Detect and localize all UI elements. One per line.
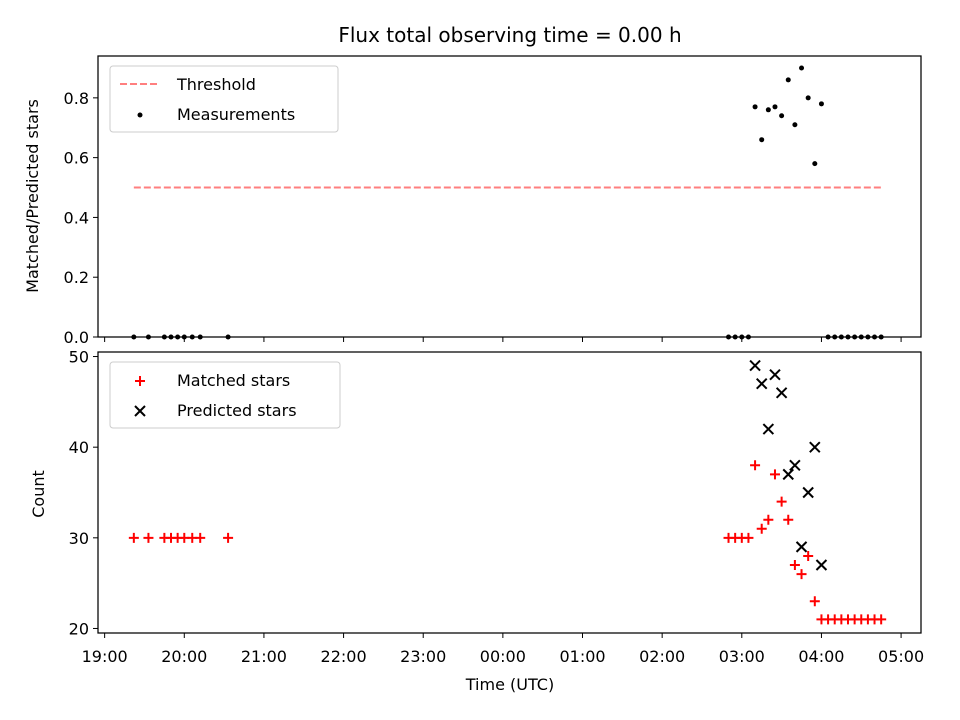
data-point — [795, 541, 808, 553]
data-point — [195, 532, 206, 543]
legend-frame — [109, 65, 339, 133]
data-point — [776, 496, 787, 507]
y-tick-label: 20 — [69, 619, 89, 638]
series-matched-stars — [128, 460, 887, 625]
data-point — [785, 77, 791, 83]
data-point — [783, 514, 794, 525]
legend-frame — [109, 361, 341, 429]
data-point — [128, 532, 139, 543]
data-point — [799, 65, 805, 71]
y-tick-label: 40 — [69, 438, 89, 457]
data-point — [756, 378, 768, 390]
data-point — [803, 550, 814, 561]
x-axis-label: Time (UTC) — [465, 675, 554, 694]
data-point — [775, 387, 788, 399]
data-point — [765, 107, 771, 113]
data-point — [223, 532, 234, 543]
y-tick-label: 0.6 — [64, 149, 89, 168]
data-point — [769, 469, 780, 480]
data-point — [772, 104, 778, 110]
data-point — [805, 95, 811, 101]
x-tick-label: 03:00 — [719, 647, 765, 666]
data-point — [779, 113, 785, 119]
data-point — [763, 514, 774, 525]
data-point — [802, 486, 814, 499]
data-point — [809, 596, 820, 607]
data-point — [789, 459, 801, 472]
data-point — [752, 104, 758, 110]
legend-label: Threshold — [176, 75, 256, 94]
data-point — [815, 559, 828, 571]
y-axis-label-count: Count — [29, 470, 48, 518]
y-tick-label: 50 — [69, 348, 89, 367]
x-tick-label: 01:00 — [559, 647, 605, 666]
data-point — [743, 532, 754, 543]
data-point — [789, 560, 800, 571]
legend: Matched stars Predicted stars — [109, 361, 341, 429]
legend-swatch — [137, 112, 143, 118]
x-tick-label: 19:00 — [82, 647, 128, 666]
x-tick-label: 22:00 — [321, 647, 367, 666]
data-point — [769, 368, 781, 381]
data-point — [143, 532, 154, 543]
y-tick-label: 0.8 — [64, 89, 89, 108]
legend-label: Predicted stars — [177, 401, 297, 420]
y-tick-label: 0.0 — [64, 328, 89, 347]
y-tick-label: 0.4 — [64, 208, 89, 227]
x-tick-label: 23:00 — [400, 647, 446, 666]
legend-swatch — [134, 405, 146, 417]
ratio-panel: 0.0 0.2 0.4 0.6 0.8 Threshold Measurements — [64, 55, 922, 347]
data-point — [876, 614, 887, 625]
legend: Threshold Measurements — [109, 65, 339, 133]
data-point — [756, 523, 767, 534]
x-tick-label: 21:00 — [241, 647, 287, 666]
y-tick-label: 30 — [69, 529, 89, 548]
data-point — [762, 423, 775, 435]
data-point — [796, 569, 807, 580]
x-tick-label: 20:00 — [161, 647, 207, 666]
data-point — [782, 468, 794, 481]
chart-title: Flux total observing time = 0.00 h — [338, 23, 681, 47]
data-point — [792, 122, 798, 128]
x-tick-label: 05:00 — [878, 647, 924, 666]
data-point — [818, 101, 824, 107]
legend-label: Measurements — [177, 105, 295, 124]
count-panel: 20 30 40 50 19:00 20:00 21:00 22:00 23:00 00:00 01… — [69, 348, 925, 666]
plot-frame — [97, 351, 922, 634]
data-point — [812, 161, 818, 167]
x-tick-label: 02:00 — [639, 647, 685, 666]
legend-label: Matched stars — [177, 371, 290, 390]
data-point — [749, 359, 761, 372]
plot-frame — [97, 55, 922, 338]
y-tick-label: 0.2 — [64, 268, 89, 287]
x-tick-label: 04:00 — [798, 647, 844, 666]
legend-swatch — [135, 376, 145, 386]
data-point — [809, 441, 821, 453]
data-point — [750, 460, 761, 471]
x-tick-label: 00:00 — [480, 647, 526, 666]
series-predicted-stars — [749, 359, 828, 571]
y-axis-label-ratio: Matched/Predicted stars — [23, 99, 42, 293]
data-point — [759, 137, 765, 143]
